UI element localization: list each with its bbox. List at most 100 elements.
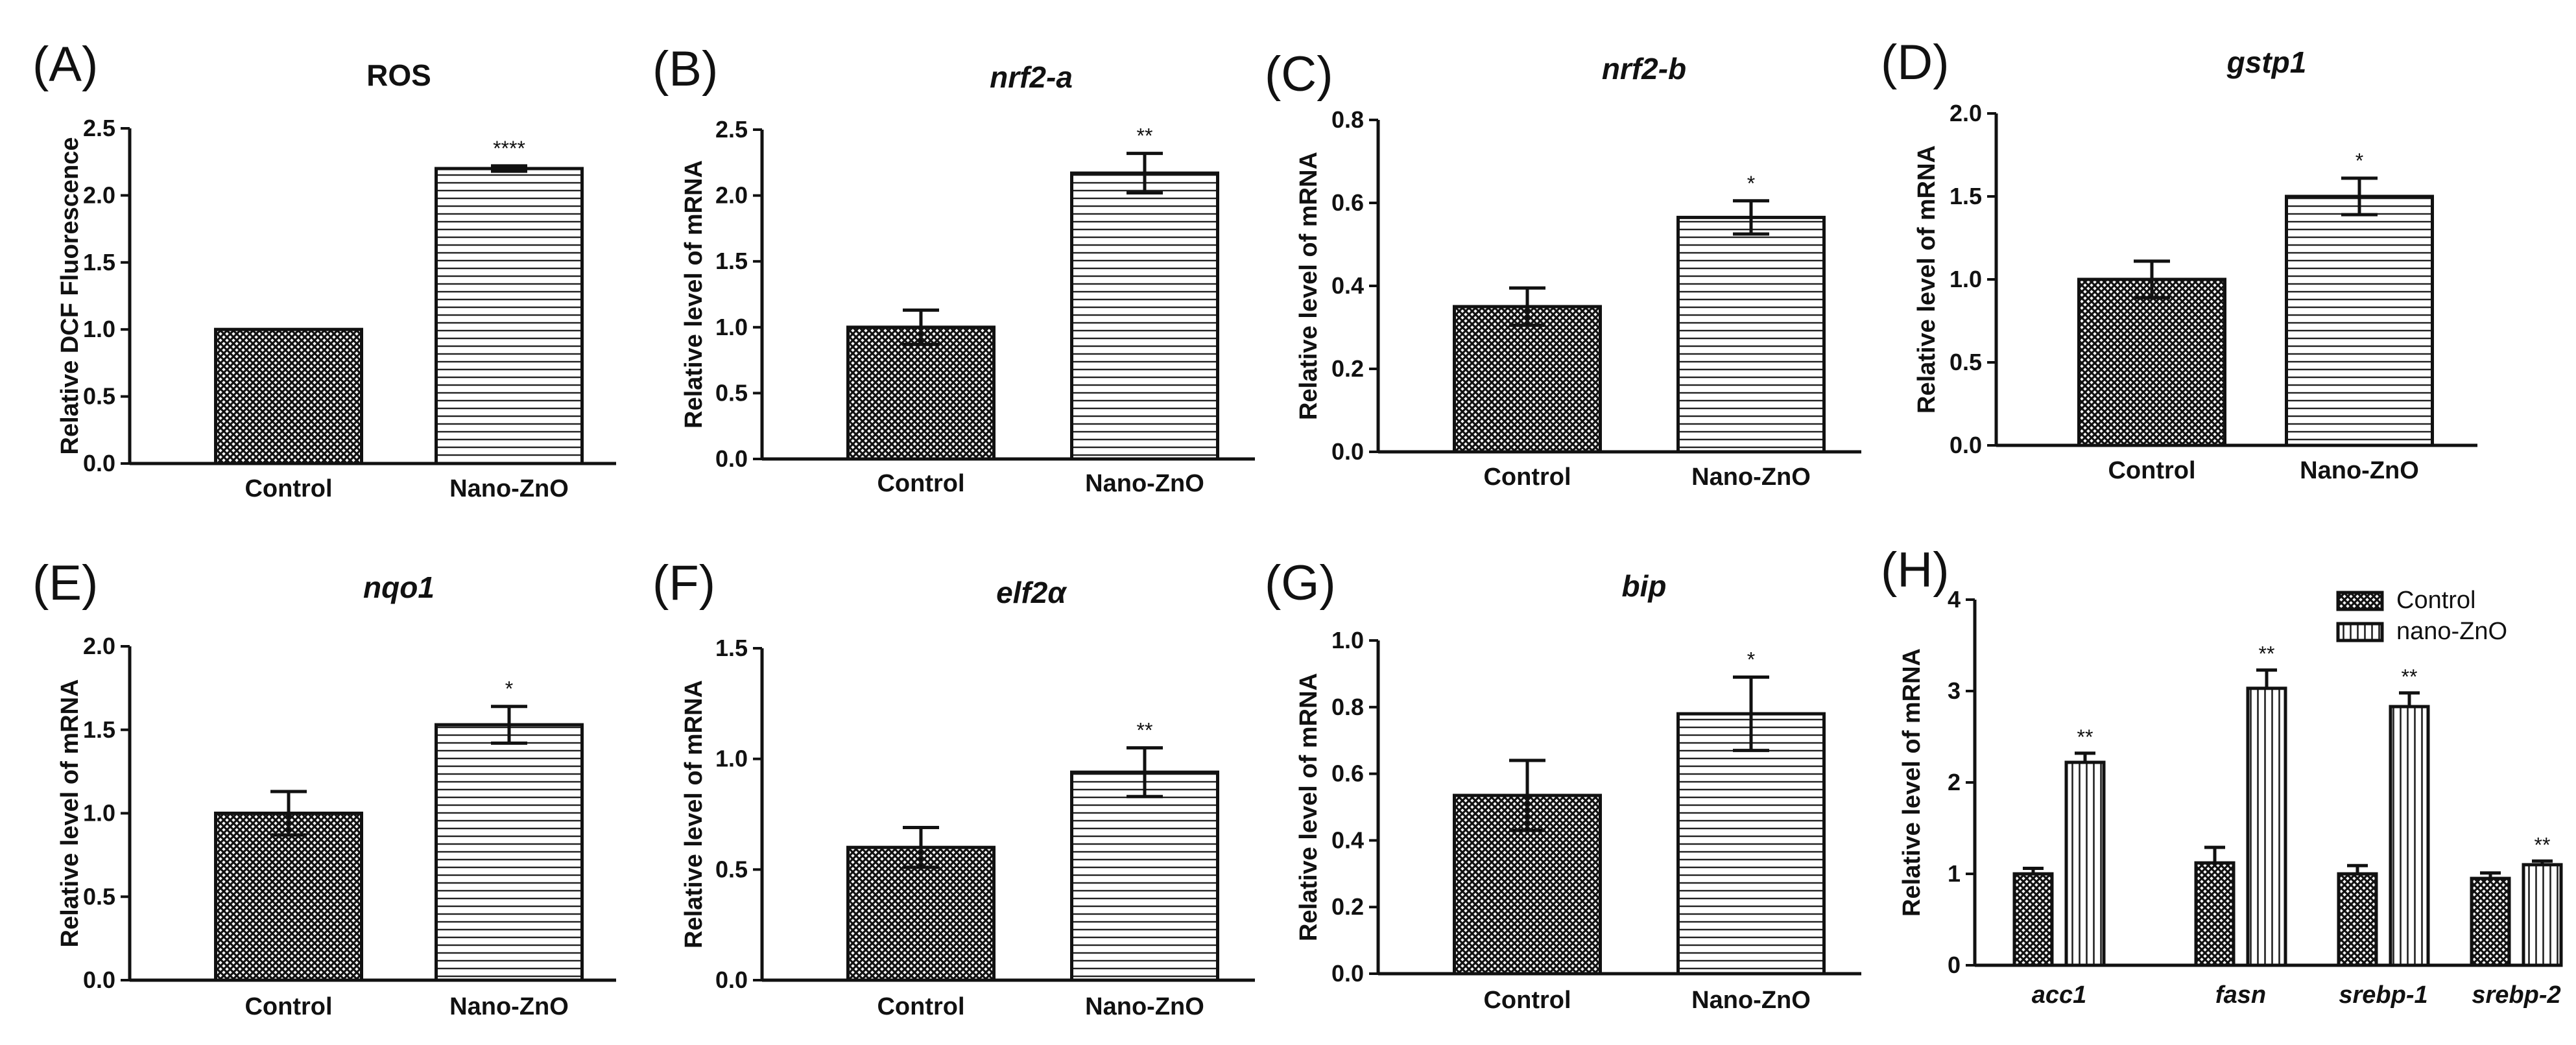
bar-control-srebp-2 <box>2470 876 2511 967</box>
y-tick-label: 1.5 <box>1950 183 1982 209</box>
y-tick-label: 0 <box>1948 952 1961 978</box>
bar-nano-zno <box>435 167 584 465</box>
x-category-label: srebp-2 <box>2472 981 2560 1009</box>
y-tick-label: 1.0 <box>1331 627 1364 653</box>
y-tick-label: 0.8 <box>1331 694 1364 720</box>
y-tick-label: 4 <box>1948 586 1961 613</box>
bar-nano-zno <box>1676 712 1826 976</box>
chart-title: nrf2-b <box>1602 52 1686 86</box>
bar-nano-zno <box>1070 171 1219 461</box>
y-axis-label: Relative level of mRNA <box>1898 648 1926 917</box>
bar-control <box>214 812 363 982</box>
y-tick-label: 0.4 <box>1331 827 1364 853</box>
y-tick-label: 0.8 <box>1331 106 1364 133</box>
bar-control <box>214 327 363 465</box>
panel-b: (B) nrf2-a Relative level of mRNA ** Control… <box>652 41 1219 497</box>
bar-nano-zno-srebp-2 <box>2522 863 2563 967</box>
chart-title: elf2α <box>996 576 1067 609</box>
panel-f: (F) elf2α Relative level of mRNA ** Control N… <box>652 556 1219 1020</box>
y-tick-label: 0.5 <box>715 856 748 882</box>
y-tick-label: 0.0 <box>715 967 748 993</box>
y-tick-label: 1.5 <box>715 248 748 274</box>
significance-marker: * <box>1747 172 1755 195</box>
panel-1-axes: 0.0 0.5 1.0 1.5 2.0 2.5 <box>715 116 1255 472</box>
x-category-label: fasn <box>2215 981 2266 1009</box>
x-category-label: Nano-ZnO <box>449 993 569 1020</box>
legend-swatch <box>2336 622 2384 642</box>
panel-letter: (H) <box>1881 543 1950 598</box>
y-tick-label: 0.2 <box>1331 355 1364 382</box>
y-tick-label: 1.0 <box>715 314 748 340</box>
y-tick-label: 2.5 <box>83 115 115 141</box>
y-tick-label: 3 <box>1948 677 1961 704</box>
significance-marker: * <box>505 677 513 701</box>
y-tick-label: 1 <box>1948 860 1961 887</box>
chart-title: gstp1 <box>2226 45 2307 79</box>
bar-control <box>846 325 996 461</box>
panel-a: (A) ROS Relative DCF Fluorescence **** Contr… <box>32 37 584 502</box>
bar-control <box>2077 277 2226 447</box>
significance-marker: * <box>2355 149 2363 172</box>
panel-c: (C) nrf2-b Relative level of mRNA * Control N… <box>1265 47 1826 491</box>
y-axis-label: Relative level of mRNA <box>1295 152 1322 420</box>
y-tick-label: 1.5 <box>83 716 115 743</box>
y-axis-label: Relative level of mRNA <box>1295 673 1322 941</box>
bar-control-srebp-1 <box>2337 872 2378 967</box>
x-category-label: Control <box>877 993 964 1020</box>
y-tick-label: 2.0 <box>1950 100 1982 126</box>
bars: **** <box>214 137 584 465</box>
significance-marker: ** <box>2402 665 2418 688</box>
significance-marker: ** <box>2534 833 2551 856</box>
legend: Control nano-ZnO <box>2336 587 2507 645</box>
bar-nano-zno-acc1 <box>2064 760 2106 967</box>
bar-control-fasn <box>2194 861 2236 967</box>
y-tick-label: 2.5 <box>715 116 748 143</box>
significance-marker: * <box>1747 648 1755 672</box>
y-tick-label: 0.5 <box>83 883 115 910</box>
bar-nano-zno <box>1070 770 1219 982</box>
panel-2-axes: 0.0 0.2 0.4 0.6 0.8 <box>1331 106 1861 465</box>
y-tick-label: 0.5 <box>715 379 748 406</box>
panel-letter: (A) <box>32 37 98 92</box>
chart-title: nrf2-a <box>990 60 1073 94</box>
y-axis-label: Relative level of mRNA <box>680 680 708 948</box>
bars: * <box>1453 172 1826 454</box>
y-tick-label: 0.0 <box>1950 432 1982 458</box>
panel-letter: (B) <box>652 41 718 97</box>
chart-title: bip <box>1622 569 1667 603</box>
panel-letter: (E) <box>32 556 98 611</box>
y-tick-label: 0.0 <box>715 445 748 472</box>
bar-nano-zno <box>435 723 584 982</box>
y-tick-label: 0.4 <box>1331 272 1364 299</box>
panel-3-axes: 0.0 0.5 1.0 1.5 2.0 <box>1950 100 2477 458</box>
significance-marker: ** <box>1137 719 1153 742</box>
y-tick-label: 2.0 <box>83 633 115 659</box>
x-category-label: Control <box>244 993 332 1020</box>
chart-title: nqo1 <box>363 570 435 604</box>
x-category-label: Control <box>2108 457 2195 484</box>
bar-nano-zno <box>2285 194 2434 447</box>
y-axis-label: Relative level of mRNA <box>680 160 708 429</box>
bars: * <box>214 677 584 982</box>
y-tick-label: 0.0 <box>83 967 115 993</box>
panel-7-axes: 0 1 2 3 4 <box>1948 586 2523 978</box>
bar-control <box>1453 305 1602 454</box>
panel-4-axes: 0.0 0.5 1.0 1.5 2.0 <box>83 633 616 993</box>
y-axis-label: Relative level of mRNA <box>56 679 84 948</box>
bar-nano-zno <box>1676 215 1826 454</box>
bar-nano-zno-fasn <box>2246 687 2287 967</box>
y-tick-label: 1.5 <box>83 249 115 276</box>
significance-marker: ** <box>2259 642 2275 666</box>
x-category-label: Control <box>877 470 964 497</box>
y-tick-label: 2 <box>1948 769 1961 795</box>
bar-nano-zno-srebp-1 <box>2389 705 2430 967</box>
x-category-label: Control <box>1483 987 1571 1014</box>
x-category-label: acc1 <box>2032 981 2087 1009</box>
bar-control <box>846 845 996 982</box>
x-category-label: Nano-ZnO <box>1691 464 1811 491</box>
significance-marker: ** <box>2077 725 2093 749</box>
significance-marker: **** <box>493 137 525 160</box>
y-tick-label: 1.0 <box>1950 266 1982 292</box>
y-tick-label: 1.5 <box>715 635 748 661</box>
y-tick-label: 1.0 <box>83 316 115 342</box>
